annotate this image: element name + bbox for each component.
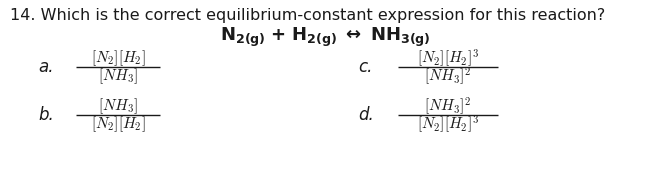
Text: $[N_2][H_2]$: $[N_2][H_2]$ [90, 48, 146, 68]
Text: c.: c. [358, 58, 372, 76]
Text: $[N_2][H_2]$: $[N_2][H_2]$ [90, 114, 146, 134]
Text: $\bf{N_{2(g)}}$ $\bf{+}$ $\bf{H_{2(g)}}$ $\bf{\leftrightarrow}$ $\bf{NH_{3(g)}}$: $\bf{N_{2(g)}}$ $\bf{+}$ $\bf{H_{2(g)}}$… [220, 26, 430, 49]
Text: $[N_2][H_2]^3$: $[N_2][H_2]^3$ [417, 47, 479, 69]
Text: $[NH_3]^2$: $[NH_3]^2$ [424, 65, 472, 87]
Text: d.: d. [358, 106, 374, 124]
Text: $[NH_3]$: $[NH_3]$ [98, 66, 138, 86]
Text: a.: a. [38, 58, 53, 76]
Text: 14. Which is the correct equilibrium-constant expression for this reaction?: 14. Which is the correct equilibrium-con… [10, 8, 605, 23]
Text: $[N_2][H_2]^3$: $[N_2][H_2]^3$ [417, 113, 479, 135]
Text: b.: b. [38, 106, 54, 124]
Text: $[NH_3]^2$: $[NH_3]^2$ [424, 95, 472, 117]
Text: $[NH_3]$: $[NH_3]$ [98, 96, 138, 116]
